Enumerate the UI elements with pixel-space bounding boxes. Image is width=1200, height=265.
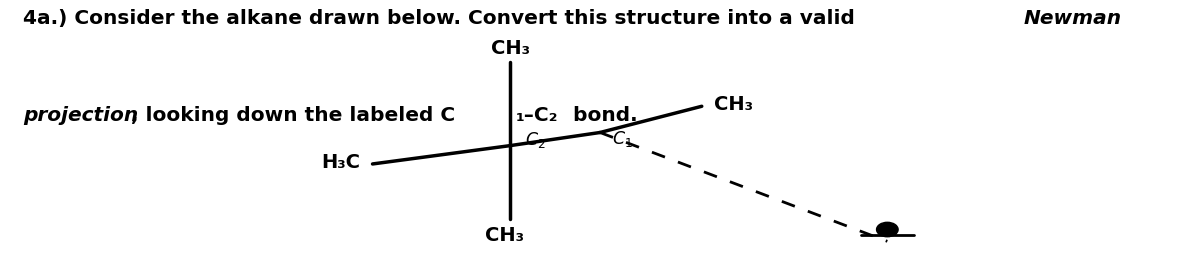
- Text: projection: projection: [23, 106, 138, 125]
- Text: $C_2$: $C_2$: [524, 130, 545, 150]
- Text: $C_1$: $C_1$: [612, 129, 632, 149]
- Text: CH₃: CH₃: [491, 39, 529, 58]
- Ellipse shape: [876, 222, 898, 237]
- Text: , looking down the labeled C: , looking down the labeled C: [131, 106, 455, 125]
- Text: 4a.) Consider the alkane drawn below. Convert this structure into a valid: 4a.) Consider the alkane drawn below. Co…: [23, 9, 862, 28]
- Text: ₁–C₂: ₁–C₂: [516, 106, 559, 125]
- Text: H₃C: H₃C: [322, 153, 360, 172]
- Text: CH₃: CH₃: [714, 95, 752, 114]
- Text: CH₃: CH₃: [485, 226, 523, 245]
- Text: Newman: Newman: [1024, 9, 1122, 28]
- Text: bond.: bond.: [566, 106, 638, 125]
